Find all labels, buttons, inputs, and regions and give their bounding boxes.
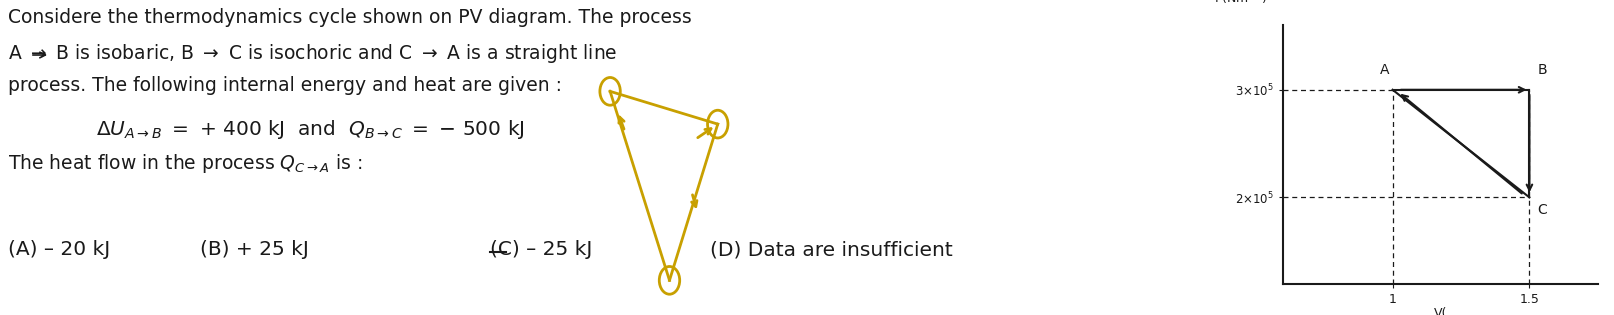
Text: (D) Data are insufficient: (D) Data are insufficient <box>710 240 952 259</box>
Text: A $\rightarrow$ B is isobaric, B $\rightarrow$ C is isochoric and C $\rightarrow: A $\rightarrow$ B is isobaric, B $\right… <box>8 42 618 65</box>
Text: process. The following internal energy and heat are given :: process. The following internal energy a… <box>8 76 562 95</box>
Text: (A) – 20 kJ: (A) – 20 kJ <box>8 240 110 259</box>
X-axis label: V(: V( <box>1433 307 1448 315</box>
Text: $\Delta U_{A \rightarrow B}$ $=$ + 400 kJ  and  $Q_{B \rightarrow C}$ $=$ $-$ 50: $\Delta U_{A \rightarrow B}$ $=$ + 400 k… <box>95 118 525 141</box>
Text: (B) + 25 kJ: (B) + 25 kJ <box>200 240 308 259</box>
Text: Considere the thermodynamics cycle shown on PV diagram. The process: Considere the thermodynamics cycle shown… <box>8 8 692 27</box>
Text: B: B <box>1538 63 1548 77</box>
Text: P(Nm$^{-2}$): P(Nm$^{-2}$) <box>1214 0 1267 7</box>
Text: The heat flow in the process $Q_{C \rightarrow A}$ is :: The heat flow in the process $Q_{C \righ… <box>8 152 363 175</box>
Text: (C) – 25 kJ: (C) – 25 kJ <box>491 240 592 259</box>
Text: C: C <box>1538 203 1548 217</box>
Text: A: A <box>1380 63 1390 77</box>
